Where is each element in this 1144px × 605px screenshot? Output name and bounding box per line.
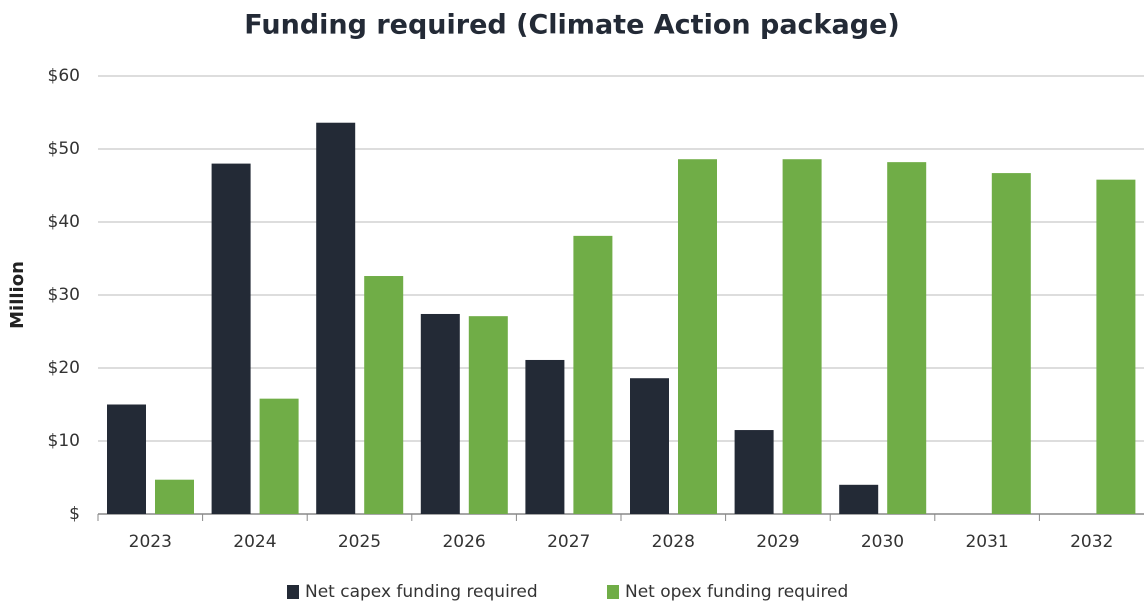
legend-label: Net capex funding required [305,582,538,602]
bar [364,276,404,514]
bar [468,316,508,514]
x-tick-label: 2032 [1070,532,1113,552]
x-tick-label: 2026 [442,532,485,552]
y-tick-label: $20 [48,358,80,378]
bar [211,163,251,514]
x-tick-label: 2025 [338,532,381,552]
bar [782,159,822,514]
bar [678,159,717,514]
bar [630,378,669,514]
chart-title: Funding required (Climate Action package… [244,10,899,41]
bar [991,173,1031,514]
y-tick-label: $ [69,504,80,524]
x-tick-label: 2031 [965,532,1008,552]
bar [155,479,194,514]
y-tick-label: $10 [48,431,80,451]
x-tick-label: 2029 [756,532,799,552]
legend-label: Net opex funding required [625,582,848,602]
bar [525,359,565,514]
bar [573,235,613,514]
y-tick-label: $50 [48,139,80,159]
bar [420,313,460,514]
legend-swatch [287,585,299,599]
bar [887,162,927,514]
bar [259,398,299,514]
x-tick-label: 2024 [233,532,276,552]
legend-swatch [607,585,619,599]
y-axis-label: Million [7,261,28,329]
bar [1096,179,1136,514]
x-tick-label: 2030 [861,532,904,552]
y-tick-label: $40 [48,212,80,232]
bar [839,484,879,514]
x-tick-label: 2023 [129,532,172,552]
y-tick-label: $30 [48,285,80,305]
x-tick-label: 2027 [547,532,590,552]
bar [734,430,774,514]
bar [316,122,356,514]
x-tick-label: 2028 [652,532,695,552]
bar [107,404,146,514]
y-tick-label: $60 [48,66,80,86]
